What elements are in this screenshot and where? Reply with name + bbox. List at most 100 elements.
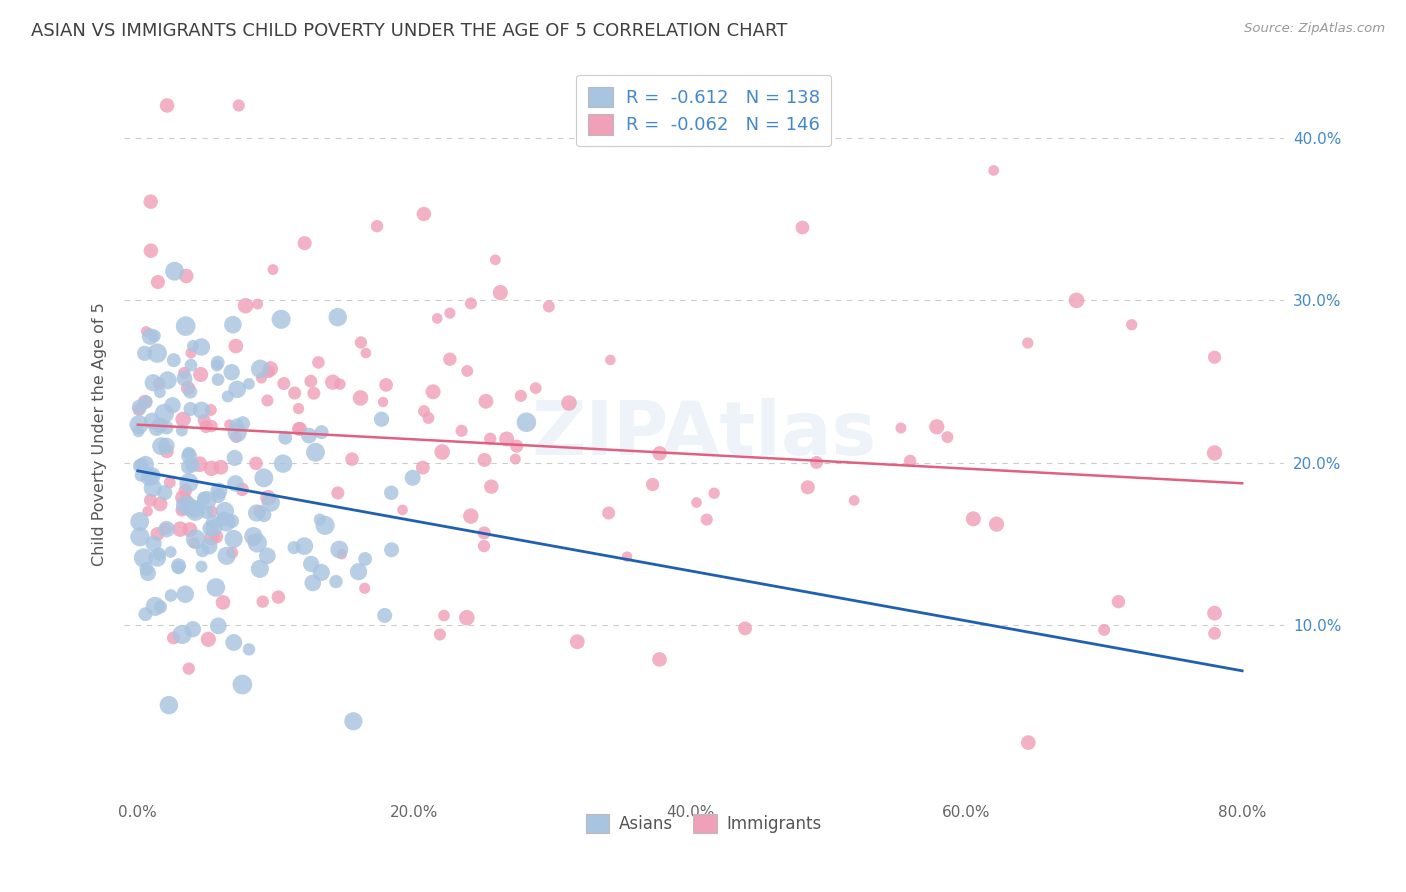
- Point: [139, 493, 162, 508]
- Point: [128, 401, 150, 415]
- Y-axis label: Child Poverty Under the Age of 5: Child Poverty Under the Age of 5: [93, 302, 107, 566]
- Point: [183, 502, 205, 516]
- Point: [135, 562, 157, 576]
- Point: [806, 455, 828, 469]
- Point: [179, 501, 201, 516]
- Point: [228, 98, 250, 112]
- Point: [139, 194, 162, 209]
- Point: [225, 418, 247, 433]
- Point: [506, 439, 529, 453]
- Point: [235, 299, 257, 313]
- Point: [136, 566, 159, 581]
- Point: [307, 355, 329, 369]
- Point: [181, 339, 204, 353]
- Point: [221, 514, 243, 528]
- Point: [138, 470, 160, 484]
- Point: [191, 543, 214, 558]
- Point: [172, 491, 194, 505]
- Point: [371, 395, 394, 409]
- Point: [792, 220, 814, 235]
- Point: [1017, 336, 1039, 351]
- Point: [193, 413, 215, 427]
- Point: [1204, 626, 1226, 640]
- Point: [328, 542, 350, 557]
- Point: [429, 627, 451, 641]
- Point: [326, 310, 349, 325]
- Point: [456, 364, 478, 378]
- Point: [214, 504, 236, 518]
- Point: [149, 418, 172, 433]
- Point: [205, 530, 228, 544]
- Point: [898, 454, 921, 468]
- Point: [139, 329, 162, 343]
- Point: [460, 296, 482, 310]
- Point: [986, 517, 1008, 532]
- Point: [207, 356, 229, 370]
- Point: [249, 361, 271, 376]
- Point: [353, 581, 375, 595]
- Point: [925, 419, 948, 434]
- Point: [474, 453, 496, 467]
- Point: [160, 589, 183, 603]
- Point: [509, 389, 531, 403]
- Point: [156, 444, 179, 458]
- Point: [685, 495, 707, 509]
- Point: [136, 504, 159, 518]
- Point: [238, 642, 260, 657]
- Point: [225, 339, 247, 353]
- Point: [202, 520, 225, 534]
- Point: [430, 445, 453, 459]
- Point: [302, 386, 325, 401]
- Point: [177, 446, 200, 460]
- Point: [734, 621, 756, 635]
- Point: [174, 483, 197, 498]
- Point: [301, 576, 323, 591]
- Point: [184, 532, 207, 546]
- Point: [224, 450, 246, 465]
- Point: [180, 358, 202, 372]
- Point: [148, 547, 170, 561]
- Point: [294, 236, 316, 251]
- Point: [936, 430, 959, 444]
- Point: [200, 403, 222, 417]
- Point: [253, 508, 276, 522]
- Point: [142, 481, 165, 495]
- Point: [439, 352, 461, 367]
- Point: [418, 411, 440, 425]
- Point: [308, 512, 330, 526]
- Point: [641, 477, 664, 491]
- Point: [1107, 594, 1129, 608]
- Point: [207, 373, 229, 387]
- Point: [1092, 623, 1115, 637]
- Point: [135, 457, 157, 471]
- Point: [238, 376, 260, 391]
- Point: [225, 430, 247, 444]
- Point: [648, 446, 671, 460]
- Point: [221, 545, 243, 559]
- Point: [207, 619, 229, 633]
- Point: [256, 393, 278, 408]
- Point: [193, 491, 215, 506]
- Point: [524, 381, 547, 395]
- Point: [208, 484, 231, 499]
- Legend: Asians, Immigrants: Asians, Immigrants: [579, 807, 828, 839]
- Point: [148, 376, 170, 391]
- Point: [616, 549, 638, 564]
- Point: [242, 529, 264, 543]
- Point: [218, 417, 240, 432]
- Point: [163, 264, 186, 278]
- Point: [256, 549, 278, 563]
- Point: [201, 515, 224, 529]
- Point: [246, 297, 269, 311]
- Point: [426, 311, 449, 326]
- Point: [201, 419, 224, 434]
- Point: [342, 714, 364, 729]
- Point: [288, 422, 311, 436]
- Point: [380, 542, 402, 557]
- Point: [181, 458, 204, 473]
- Point: [260, 495, 283, 509]
- Point: [350, 335, 373, 350]
- Point: [450, 424, 472, 438]
- Point: [460, 509, 482, 524]
- Point: [267, 590, 290, 604]
